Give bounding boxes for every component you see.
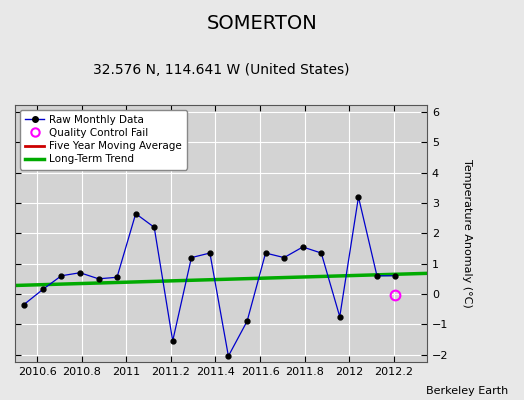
Title: 32.576 N, 114.641 W (United States): 32.576 N, 114.641 W (United States) bbox=[93, 63, 350, 77]
Y-axis label: Temperature Anomaly (°C): Temperature Anomaly (°C) bbox=[462, 159, 472, 308]
Text: Berkeley Earth: Berkeley Earth bbox=[426, 386, 508, 396]
Text: SOMERTON: SOMERTON bbox=[206, 14, 318, 33]
Legend: Raw Monthly Data, Quality Control Fail, Five Year Moving Average, Long-Term Tren: Raw Monthly Data, Quality Control Fail, … bbox=[20, 110, 188, 170]
